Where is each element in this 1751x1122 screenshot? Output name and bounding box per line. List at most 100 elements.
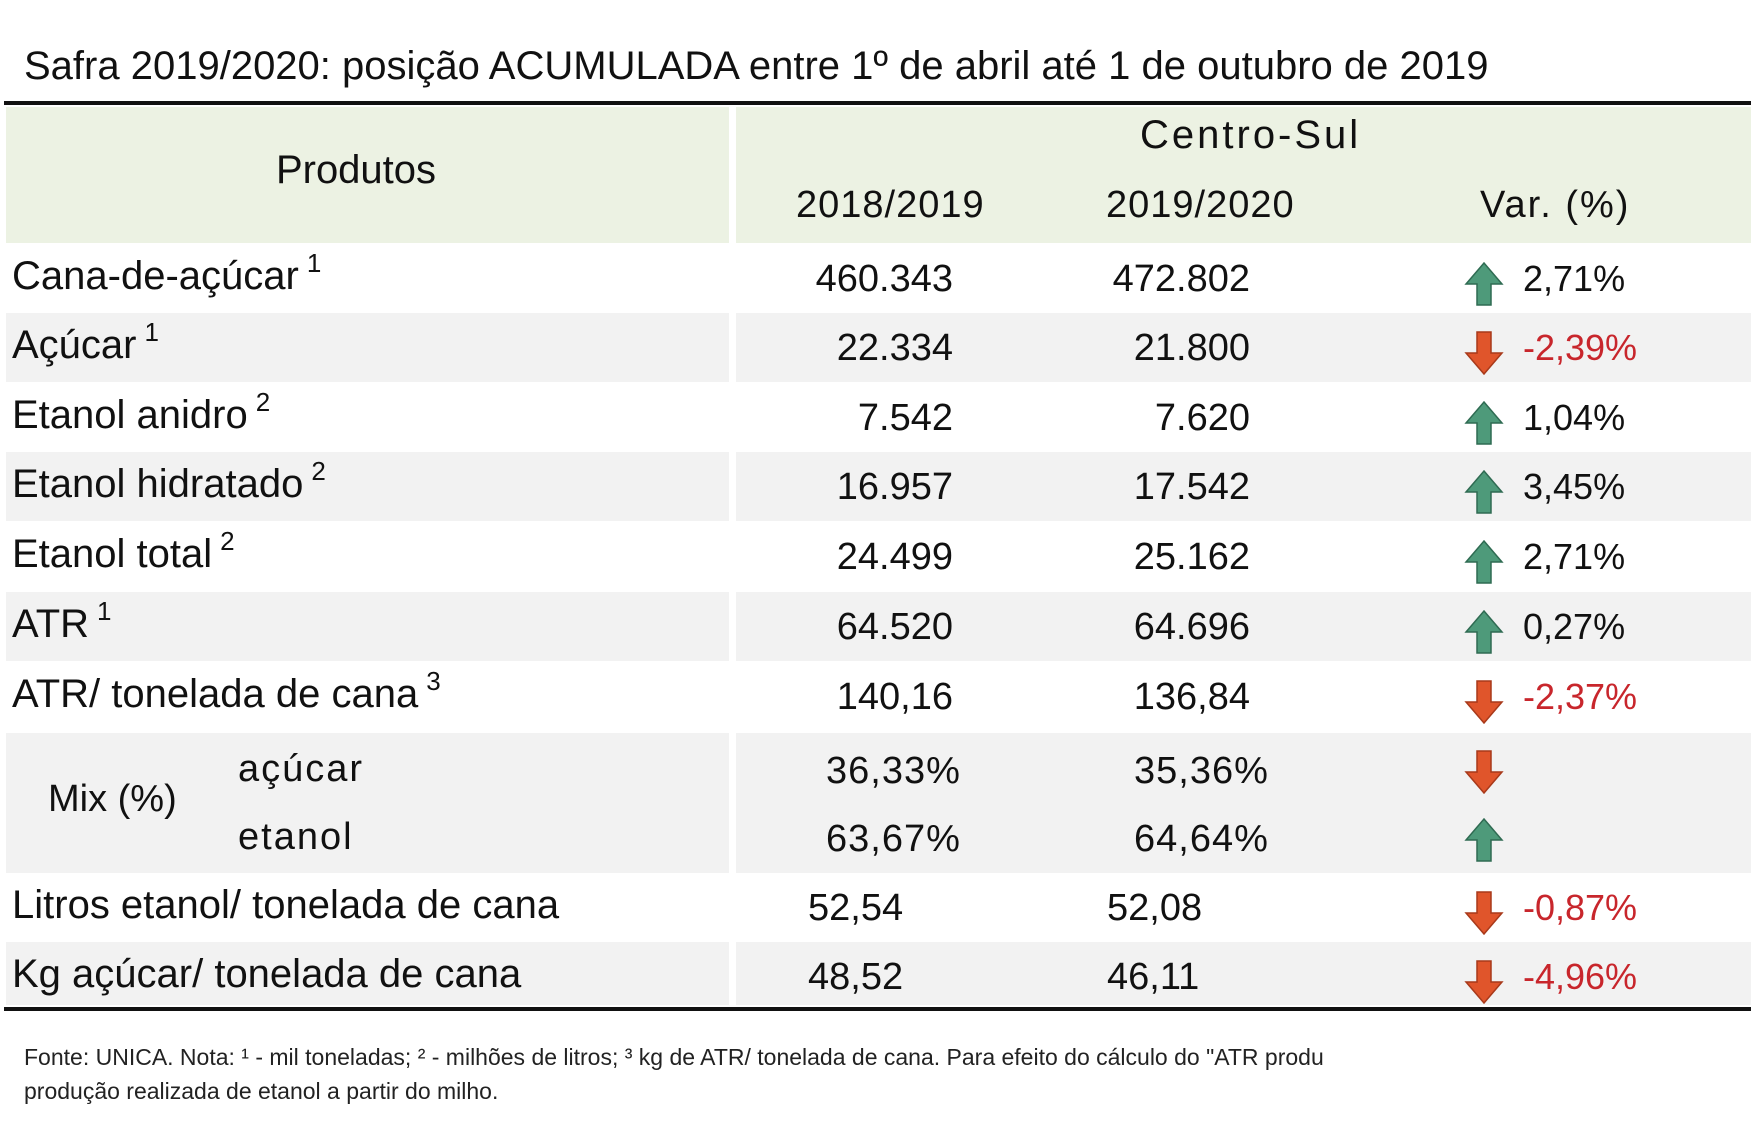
arrow-up-icon bbox=[1464, 540, 1504, 584]
arrow-up-icon bbox=[1464, 610, 1504, 654]
footnote-marker: 1 bbox=[97, 596, 112, 626]
footnote-marker: 2 bbox=[255, 387, 271, 417]
row-label-text: ATR/ tonelada de cana bbox=[12, 672, 419, 716]
row-stripe bbox=[736, 733, 1751, 873]
table-row: ATR/ tonelada de cana 3 140,16 136,84 -2,37% bbox=[0, 662, 1751, 732]
page-title: Safra 2019/2020: posição ACUMULADA entre… bbox=[24, 44, 1489, 88]
header-region: Centro-Sul bbox=[1140, 113, 1362, 157]
footnote-marker: 1 bbox=[306, 248, 322, 278]
row-label-text: Etanol anidro bbox=[12, 393, 248, 437]
table-row: Kg açúcar/ tonelada de cana 48,52 46,11 -4,… bbox=[0, 942, 1751, 1012]
variation-value: 2,71% bbox=[1523, 536, 1626, 577]
arrow-down-icon bbox=[1464, 960, 1504, 1004]
footnote-marker: 2 bbox=[220, 526, 235, 556]
arrow-up-icon bbox=[1464, 470, 1504, 514]
value-2019-2020: 21.800 bbox=[1133, 327, 1250, 369]
table-row: Cana-de-açúcar 1 460.343 472.802 2,71% bbox=[0, 244, 1751, 314]
value-2019-2020: 25.162 bbox=[1133, 536, 1250, 578]
value-2018-2019: 7.542 bbox=[857, 397, 953, 439]
row-stripe bbox=[6, 733, 729, 873]
variation-value: 3,45% bbox=[1523, 466, 1626, 507]
table-row: Etanol anidro 2 7.542 7.620 1,04% bbox=[0, 383, 1751, 453]
header-background-left bbox=[6, 107, 729, 243]
arrow-down-icon bbox=[1464, 891, 1504, 935]
row-stripe bbox=[6, 942, 729, 1005]
value-2019-2020: 46,11 bbox=[1107, 956, 1200, 998]
variation-value: -0,87% bbox=[1523, 887, 1638, 928]
row-label-text: Kg açúcar/ tonelada de cana bbox=[12, 952, 522, 996]
row-stripe bbox=[736, 452, 1751, 521]
mix-etanol-label: etanol bbox=[238, 816, 354, 858]
value-2018-2019: 48,52 bbox=[808, 956, 904, 998]
row-stripe bbox=[736, 313, 1751, 382]
table-row: Litros etanol/ tonelada de cana 52,54 52,0… bbox=[0, 873, 1751, 943]
mix-acucar-label: açúcar bbox=[238, 748, 365, 790]
row-label: ATR/ tonelada de cana 3 bbox=[12, 666, 441, 717]
arrow-down-icon bbox=[1464, 331, 1504, 375]
row-stripe bbox=[6, 592, 729, 661]
header-background-right bbox=[736, 107, 1751, 243]
row-stripe bbox=[736, 592, 1751, 661]
value-2019-2020: 17.542 bbox=[1133, 466, 1250, 508]
footnote-line-1: Fonte: UNICA. Nota: ¹ - mil toneladas; ²… bbox=[24, 1044, 1324, 1070]
arrow-up-icon bbox=[1464, 262, 1504, 306]
footnote-marker: 2 bbox=[311, 456, 326, 486]
header-variation: Var. (%) bbox=[1480, 184, 1631, 226]
value-2018-2019: 16.957 bbox=[836, 466, 953, 508]
table-top-rule bbox=[4, 101, 1751, 105]
row-label-text: Cana-de-açúcar bbox=[12, 254, 299, 298]
footnote-marker: 1 bbox=[144, 317, 159, 347]
value-2018-2019: 140,16 bbox=[836, 676, 953, 718]
value-2019-2020: 472.802 bbox=[1112, 258, 1250, 300]
value-2019-2020: 52,08 bbox=[1107, 887, 1203, 929]
row-label: Etanol anidro 2 bbox=[12, 387, 270, 438]
row-label: Etanol hidratado 2 bbox=[12, 456, 326, 507]
footnote-marker: 3 bbox=[426, 666, 441, 696]
table-row: Etanol total 2 24.499 25.162 2,71% bbox=[0, 522, 1751, 592]
value-2019-2020: 7.620 bbox=[1154, 397, 1250, 439]
row-label: Açúcar 1 bbox=[12, 317, 159, 368]
variation-value: -2,37% bbox=[1523, 676, 1638, 717]
value-2019-2020: 136,84 bbox=[1133, 676, 1250, 718]
variation-value: -4,96% bbox=[1523, 956, 1638, 997]
mix-acucar-2019-2020: 35,36% bbox=[1134, 750, 1269, 792]
row-label-text: Litros etanol/ tonelada de cana bbox=[12, 883, 560, 927]
arrow-down-icon bbox=[1464, 680, 1504, 724]
value-2018-2019: 64.520 bbox=[836, 606, 953, 648]
mix-etanol-2019-2020: 64,64% bbox=[1134, 818, 1269, 860]
mix-etanol-2018-2019: 63,67% bbox=[826, 818, 961, 860]
value-2018-2019: 24.499 bbox=[836, 536, 953, 578]
row-label-text: Etanol hidratado bbox=[12, 462, 304, 506]
row-stripe bbox=[6, 452, 729, 521]
value-2018-2019: 52,54 bbox=[808, 887, 904, 929]
arrow-up-icon bbox=[1464, 401, 1504, 445]
row-label-text: Etanol total bbox=[12, 532, 213, 576]
variation-value: -2,39% bbox=[1523, 327, 1638, 368]
value-2018-2019: 22.334 bbox=[836, 327, 953, 369]
table-row: Açúcar 1 22.334 21.800 -2,39% bbox=[0, 313, 1751, 383]
footnote-line-2: produção realizada de etanol a partir do… bbox=[24, 1078, 499, 1104]
row-label-text: Açúcar bbox=[12, 323, 137, 367]
table-row: ATR 1 64.520 64.696 0,27% bbox=[0, 592, 1751, 662]
footnote-line-1-wrap: Fonte: UNICA. Nota: ¹ - mil toneladas; ²… bbox=[24, 1044, 1512, 1076]
row-label: ATR 1 bbox=[12, 596, 112, 647]
row-stripe bbox=[6, 313, 729, 382]
variation-value: 0,27% bbox=[1523, 606, 1626, 647]
table-row: Etanol hidratado 2 16.957 17.542 3,45% bbox=[0, 452, 1751, 522]
row-label: Kg açúcar/ tonelada de cana bbox=[12, 952, 521, 997]
variation-value: 2,71% bbox=[1523, 258, 1626, 299]
header-year-2019-2020: 2019/2020 bbox=[1106, 184, 1295, 226]
arrow-up-icon bbox=[1464, 818, 1504, 862]
arrow-down-icon bbox=[1464, 750, 1504, 794]
row-label: Litros etanol/ tonelada de cana bbox=[12, 883, 559, 928]
mix-label: Mix (%) bbox=[48, 778, 177, 820]
value-2018-2019: 460.343 bbox=[815, 258, 953, 300]
header-produtos: Produtos bbox=[275, 148, 437, 192]
variation-value: 1,04% bbox=[1523, 397, 1626, 438]
row-stripe bbox=[736, 942, 1751, 1005]
header-year-2018-2019: 2018/2019 bbox=[796, 184, 985, 226]
value-2019-2020: 64.696 bbox=[1133, 606, 1250, 648]
mix-acucar-2018-2019: 36,33% bbox=[826, 750, 961, 792]
row-label-text: ATR bbox=[12, 602, 90, 646]
table-bottom-rule bbox=[4, 1007, 1751, 1011]
